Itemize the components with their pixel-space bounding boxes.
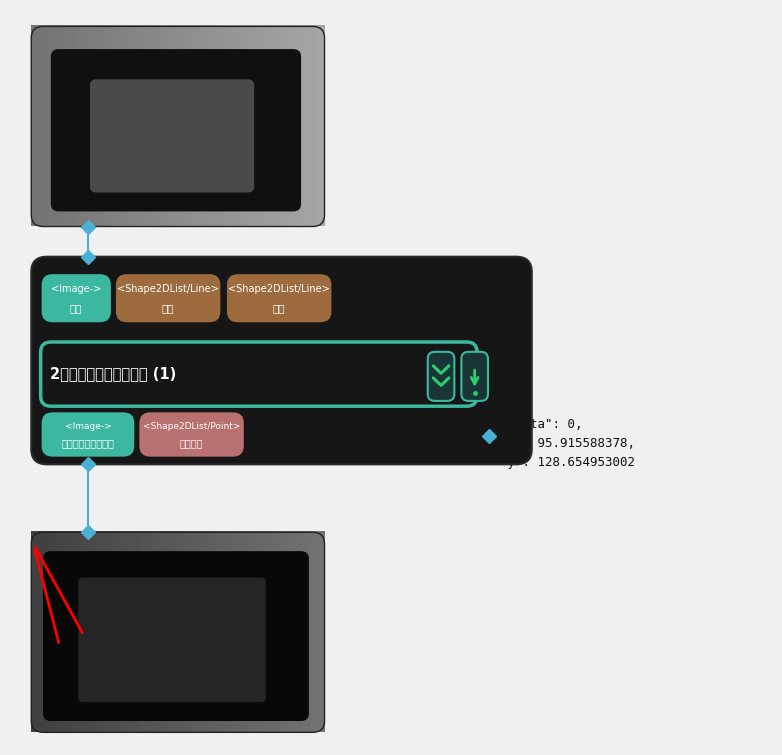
FancyBboxPatch shape bbox=[461, 352, 488, 401]
FancyBboxPatch shape bbox=[141, 414, 242, 455]
FancyBboxPatch shape bbox=[43, 551, 309, 721]
FancyBboxPatch shape bbox=[428, 352, 454, 401]
FancyBboxPatch shape bbox=[31, 257, 532, 464]
Text: 画像: 画像 bbox=[70, 304, 82, 313]
FancyBboxPatch shape bbox=[90, 79, 254, 193]
FancyBboxPatch shape bbox=[43, 276, 109, 321]
Text: <Image->: <Image-> bbox=[51, 284, 102, 294]
FancyBboxPatch shape bbox=[117, 276, 219, 321]
Text: <Image->: <Image-> bbox=[65, 422, 111, 430]
Text: 線分: 線分 bbox=[273, 304, 285, 313]
Text: <Shape2DList/Point>: <Shape2DList/Point> bbox=[143, 422, 240, 430]
Text: "theta": 0,
"x": 95.915588378,
"y": 128.654953002: "theta": 0, "x": 95.915588378, "y": 128.… bbox=[500, 418, 636, 469]
Text: <Shape2DList/Line>: <Shape2DList/Line> bbox=[117, 284, 219, 294]
Text: 交点情報: 交点情報 bbox=[180, 439, 203, 448]
FancyBboxPatch shape bbox=[43, 414, 133, 455]
FancyBboxPatch shape bbox=[78, 578, 266, 702]
Text: 線分: 線分 bbox=[162, 304, 174, 313]
Text: 可視化のカラー画像: 可視化のカラー画像 bbox=[62, 439, 114, 448]
FancyBboxPatch shape bbox=[41, 342, 477, 406]
FancyBboxPatch shape bbox=[228, 276, 330, 321]
FancyBboxPatch shape bbox=[51, 49, 301, 211]
Text: <Shape2DList/Line>: <Shape2DList/Line> bbox=[228, 284, 330, 294]
Text: 2つの線分の交点を計算 (1): 2つの線分の交点を計算 (1) bbox=[50, 367, 176, 381]
